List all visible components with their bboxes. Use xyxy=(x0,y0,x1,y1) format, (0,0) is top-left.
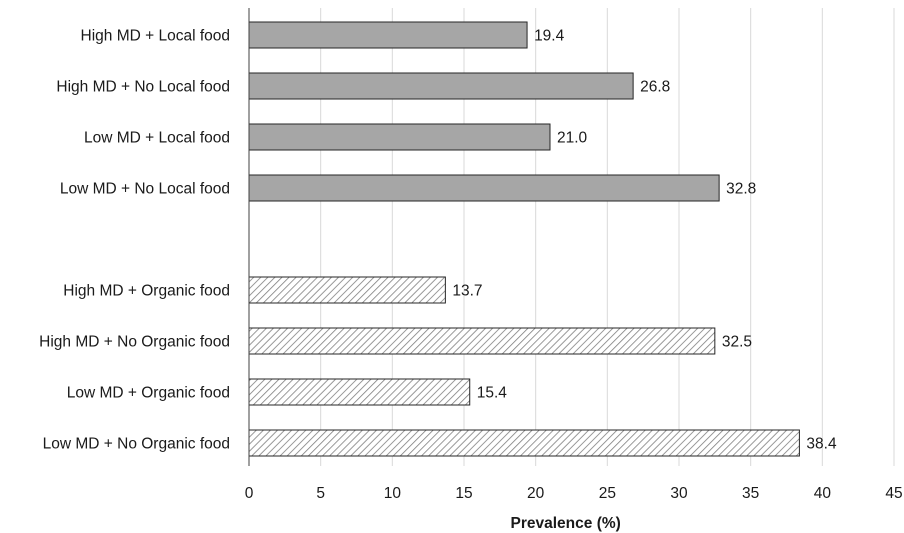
x-tick-label: 15 xyxy=(455,485,472,502)
x-tick-label: 10 xyxy=(384,485,402,502)
x-tick-label: 30 xyxy=(670,485,688,502)
data-label: 26.8 xyxy=(640,79,670,96)
x-tick-label: 25 xyxy=(599,485,616,502)
x-tick-label: 20 xyxy=(527,485,545,502)
category-label: Low MD + Organic food xyxy=(67,385,230,402)
category-label: Low MD + No Local food xyxy=(60,181,230,198)
data-label: 38.4 xyxy=(806,436,837,453)
x-tick-label: 45 xyxy=(885,485,902,502)
bar xyxy=(248,123,551,151)
category-label: Low MD + No Organic food xyxy=(43,436,230,453)
x-tick-label: 40 xyxy=(814,485,832,502)
bars xyxy=(248,21,800,457)
bar xyxy=(248,378,471,406)
bar xyxy=(248,21,528,49)
bar xyxy=(248,327,716,355)
category-label: High MD + Local food xyxy=(81,28,230,45)
bar xyxy=(248,276,446,304)
bar xyxy=(248,174,720,202)
category-label: High MD + No Organic food xyxy=(39,334,230,351)
x-tick-label: 5 xyxy=(316,485,325,502)
data-label: 19.4 xyxy=(534,28,565,45)
bar xyxy=(248,429,800,457)
x-axis-ticks: 0 5 10 15 20 25 30 35 40 45 xyxy=(245,485,903,502)
data-label: 32.8 xyxy=(726,181,756,198)
category-label: High MD + No Local food xyxy=(56,79,230,96)
data-label: 15.4 xyxy=(477,385,508,402)
data-label: 21.0 xyxy=(557,130,588,147)
data-label: 32.5 xyxy=(722,334,752,351)
x-tick-label: 0 xyxy=(245,485,254,502)
category-label: Low MD + Local food xyxy=(84,130,230,147)
x-axis-title: Prevalence (%) xyxy=(511,515,621,532)
bar xyxy=(248,72,634,100)
category-label: High MD + Organic food xyxy=(63,283,230,300)
labels: High MD + Local food 19.4 High MD + No Loc… xyxy=(39,28,837,453)
data-label: 13.7 xyxy=(452,283,482,300)
x-tick-label: 35 xyxy=(742,485,759,502)
